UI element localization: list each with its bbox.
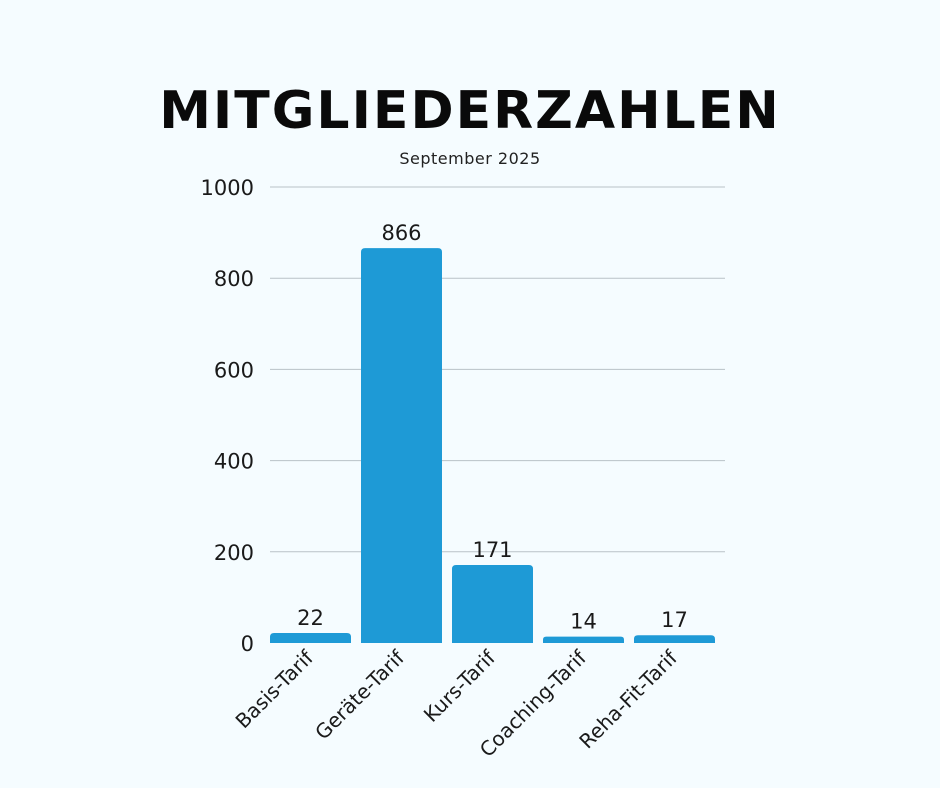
gridlines <box>270 186 725 553</box>
bar <box>452 565 533 643</box>
bar <box>270 632 351 643</box>
y-tick-label: 400 <box>214 450 254 474</box>
data-label: 866 <box>381 221 421 245</box>
x-tick-label: Reha-Fit-Tarif <box>574 645 682 753</box>
y-tick-label: 0 <box>241 632 254 656</box>
y-axis-ticks: 0 200 400 600 800 1000 <box>201 176 254 656</box>
chart-title: MITGLIEDERZAHLEN <box>159 81 781 141</box>
y-tick-label: 1000 <box>201 176 254 200</box>
data-labels: 22 866 171 14 17 <box>297 221 688 634</box>
bars <box>270 248 715 643</box>
y-tick-label: 600 <box>214 358 254 382</box>
bar <box>634 635 715 643</box>
y-tick-label: 200 <box>214 541 254 565</box>
y-tick-label: 800 <box>214 267 254 291</box>
x-tick-label: Kurs-Tarif <box>419 645 501 727</box>
data-label: 171 <box>472 538 512 562</box>
bar <box>361 248 442 643</box>
data-label: 22 <box>297 606 324 630</box>
x-tick-label: Basis-Tarif <box>231 645 319 733</box>
bar <box>543 636 624 643</box>
x-tick-label: Geräte-Tarif <box>310 645 410 745</box>
chart-subtitle: September 2025 <box>399 149 541 168</box>
data-label: 17 <box>661 608 688 632</box>
data-label: 14 <box>570 610 597 634</box>
